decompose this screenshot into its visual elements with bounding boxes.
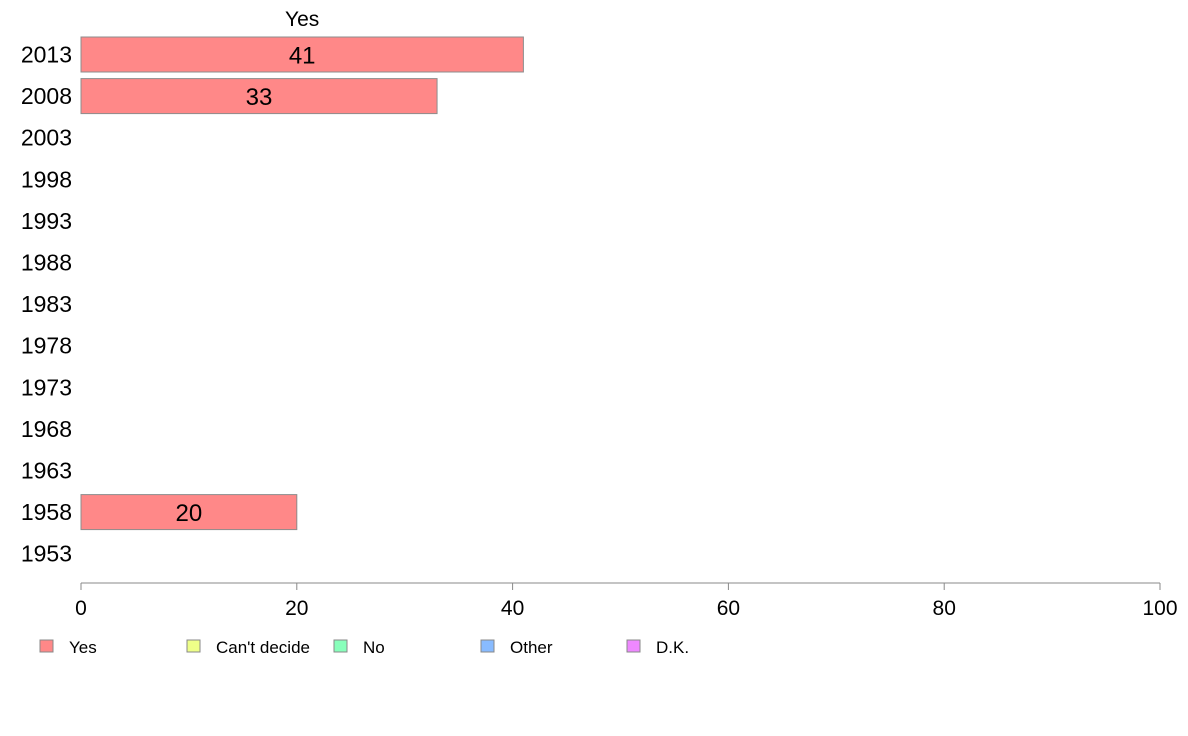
bar-2013-series-0: [80, 36, 524, 73]
bar-value-label-2008-series-0: 33: [246, 84, 273, 111]
year-label-2008: 2008: [21, 83, 72, 109]
year-label-1988: 1988: [21, 250, 72, 276]
year-label-1973: 1973: [21, 374, 72, 400]
x-tick-label-0: 0: [75, 597, 87, 620]
column-title-layer: Yes: [285, 8, 319, 31]
year-label-1953: 1953: [21, 541, 72, 567]
year-label-1998: 1998: [21, 166, 72, 192]
bar-1958-series-0: [80, 494, 298, 531]
legend-swatch-2: [333, 639, 348, 653]
year-labels-layer: 2013 2008 2003 1998 1993 1988 1983 1978 1973 1968…: [21, 42, 72, 567]
bars-layer: [80, 36, 524, 531]
legend-label-1: Can't decide: [216, 638, 310, 657]
x-tick-label-40: 40: [501, 597, 524, 620]
x-tick-label-100: 100: [1142, 597, 1177, 620]
legend-swatch-0: [39, 639, 54, 653]
year-label-1983: 1983: [21, 291, 72, 317]
year-label-2013: 2013: [21, 42, 72, 68]
x-tick-label-80: 80: [933, 597, 956, 620]
bar-2008-series-0: [80, 78, 438, 115]
legend-label-0: Yes: [69, 638, 97, 657]
legend: Yes Can't decide No Other D.K.: [39, 638, 689, 657]
year-label-1978: 1978: [21, 333, 72, 359]
column-title: Yes: [285, 8, 319, 31]
bar-labels-layer: 41 33 20: [176, 43, 316, 528]
bar-value-label-1958-series-0: 20: [176, 500, 203, 527]
legend-swatch-3: [480, 639, 495, 653]
year-label-1963: 1963: [21, 458, 72, 484]
legend-label-2: No: [363, 638, 385, 657]
bar-value-label-2013-series-0: 41: [289, 43, 316, 70]
year-label-1968: 1968: [21, 416, 72, 442]
year-label-1958: 1958: [21, 499, 72, 525]
legend-label-3: Other: [510, 638, 553, 657]
legend-swatch-4: [626, 639, 641, 653]
x-axis: 0 20 40 60 80 100: [75, 582, 1178, 620]
year-label-2003: 2003: [21, 125, 72, 151]
legend-label-4: D.K.: [656, 638, 689, 657]
x-tick-label-60: 60: [717, 597, 740, 620]
year-label-1993: 1993: [21, 208, 72, 234]
x-tick-label-20: 20: [285, 597, 308, 620]
legend-swatch-1: [186, 639, 201, 653]
